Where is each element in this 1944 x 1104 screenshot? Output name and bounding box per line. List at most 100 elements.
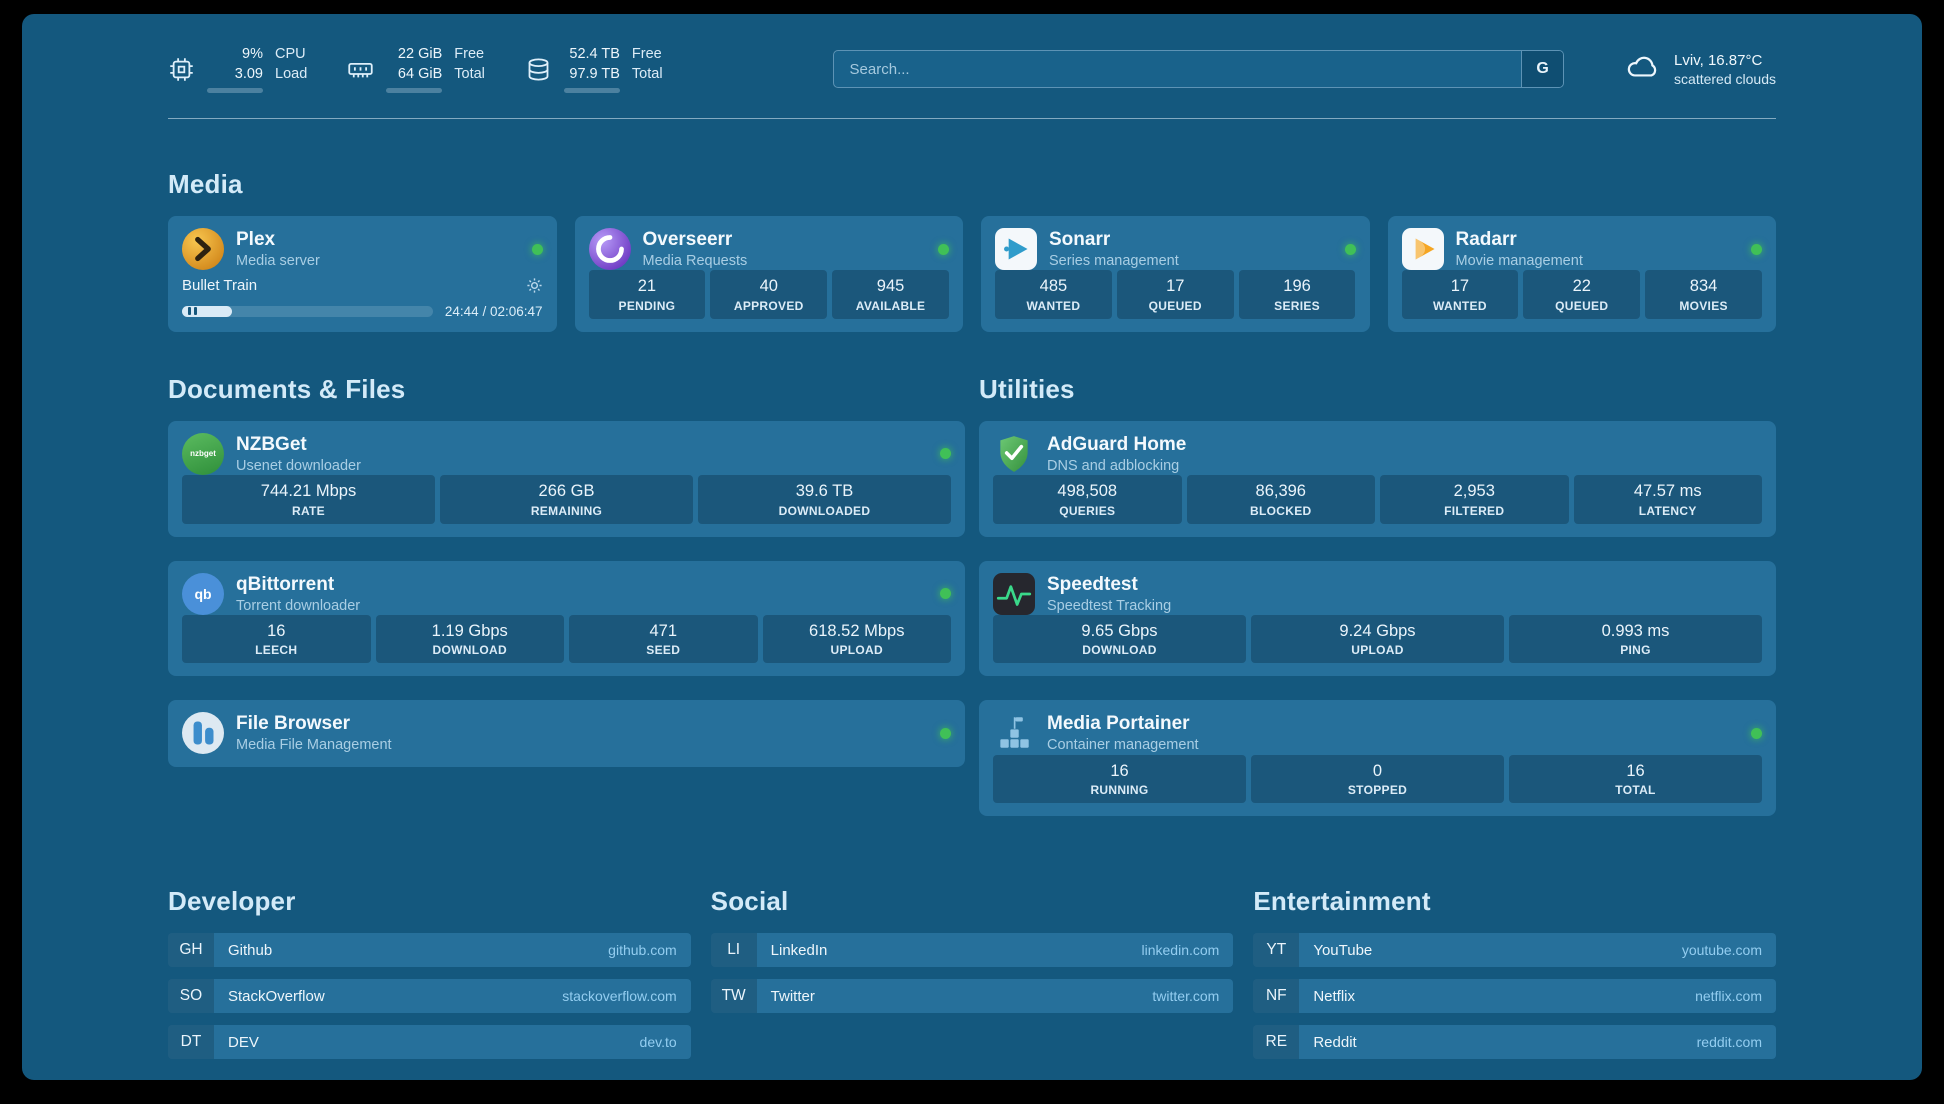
stat-tile: 0.993 ms PING: [1509, 614, 1762, 664]
portainer-icon: [993, 712, 1035, 754]
ram-widget: 22 GiB Free 64 GiB Total: [347, 45, 485, 93]
cpu-icon: [168, 56, 195, 83]
disk-icon: [525, 56, 552, 83]
service-card-filebrowser[interactable]: File Browser Media File Management: [168, 700, 965, 768]
bookmark-dev[interactable]: DT DEV dev.to: [168, 1025, 691, 1060]
service-card-adguard[interactable]: AdGuard Home DNS and adblocking 498,508 Q…: [979, 420, 1776, 537]
service-card-nzbget[interactable]: nzbget NZBGet Usenet downloader 744.21 M…: [168, 420, 965, 537]
app-subtitle: Media File Management: [236, 737, 392, 754]
stat-tile: 945 AVAILABLE: [832, 270, 949, 319]
system-widgets: 9% CPU 3.09 Load 22 GiB Free 64 GiB: [168, 45, 663, 93]
bookmark-youtube[interactable]: YT YouTube youtube.com: [1253, 933, 1776, 968]
app-subtitle: Movie management: [1455, 252, 1583, 269]
bookmark-linkedin[interactable]: LI LinkedIn linkedin.com: [710, 933, 1234, 968]
ram-free-label: Free: [454, 46, 485, 63]
bookmark-abbr: LI: [710, 933, 757, 968]
service-card-sonarr[interactable]: Sonarr Series management 485 WANTED 17 QUE…: [981, 216, 1370, 332]
service-card-overseerr[interactable]: Overseerr Media Requests 21 PENDING 40 APP…: [574, 216, 963, 332]
search-input[interactable]: [833, 51, 1522, 87]
disk-total-value: 97.9 TB: [569, 65, 620, 82]
weather-condition: scattered clouds: [1674, 70, 1776, 87]
app-subtitle: Media server: [236, 252, 320, 269]
bookmark-url: reddit.com: [1696, 1034, 1762, 1051]
bookmark-url: github.com: [608, 942, 677, 959]
cpu-label: CPU: [275, 46, 306, 63]
overseerr-icon: [588, 228, 631, 270]
bookmark-github[interactable]: GH Github github.com: [168, 933, 691, 968]
stat-tile: 1.19 Gbps DOWNLOAD: [375, 614, 564, 664]
app-subtitle: DNS and adblocking: [1047, 457, 1180, 474]
cpu-widget: 9% CPU 3.09 Load: [168, 45, 308, 93]
bookmark-abbr: GH: [168, 933, 214, 968]
bookmark-reddit[interactable]: RE Reddit reddit.com: [1253, 1025, 1776, 1060]
bookmark-name: LinkedIn: [770, 941, 828, 959]
app-name: Radarr: [1455, 229, 1517, 251]
bookmark-name: YouTube: [1313, 941, 1373, 959]
weather-location: Lviv, 16.87°C: [1674, 51, 1763, 69]
cpu-load-label: Load: [275, 65, 308, 82]
bookmark-twitter[interactable]: TW Twitter twitter.com: [710, 979, 1234, 1014]
bookmark-url: dev.to: [639, 1034, 677, 1051]
seek-bar[interactable]: [182, 305, 433, 317]
app-subtitle: Media Requests: [642, 252, 748, 269]
plex-icon: [182, 228, 224, 270]
sonarr-icon: [995, 228, 1037, 270]
app-name: qBittorrent: [236, 573, 335, 595]
status-dot: [940, 448, 951, 460]
disk-free-value: 52.4 TB: [569, 46, 620, 63]
app-subtitle: Torrent downloader: [236, 597, 361, 614]
filebrowser-icon: [182, 712, 224, 755]
bookmark-url: twitter.com: [1152, 988, 1220, 1005]
gear-icon[interactable]: [526, 277, 543, 294]
pause-button[interactable]: [188, 307, 197, 316]
ram-icon: [347, 56, 374, 83]
app-name: Plex: [236, 229, 276, 251]
search-engine-button[interactable]: G: [1521, 51, 1564, 87]
app-name: Overseerr: [642, 229, 733, 251]
bookmark-stackoverflow[interactable]: SO StackOverflow stackoverflow.com: [168, 979, 691, 1014]
stat-tile: 40 APPROVED: [710, 270, 828, 319]
stat-tile: 16 TOTAL: [1509, 754, 1762, 804]
speedtest-icon: [993, 572, 1035, 615]
service-card-portainer[interactable]: Media Portainer Container management 16 R…: [979, 700, 1776, 817]
app-name: Media Portainer: [1047, 713, 1190, 735]
stat-tile: 22 QUEUED: [1523, 270, 1641, 319]
stat-tile: 47.57 ms LATENCY: [1573, 474, 1762, 524]
section-documents: Documents & Files nzbget NZBGet Usenet d…: [168, 374, 965, 841]
status-dot: [940, 588, 951, 600]
stat-tile: 498,508 QUERIES: [993, 474, 1182, 524]
bookmark-name: Netflix: [1313, 987, 1356, 1005]
service-card-radarr[interactable]: Radarr Movie management 17 WANTED 22 QUEUE…: [1387, 216, 1776, 332]
topbar-divider: [168, 118, 1776, 119]
app-subtitle: Speedtest Tracking: [1047, 597, 1172, 614]
ram-progress-bar: [386, 87, 443, 93]
service-card-speedtest[interactable]: Speedtest Speedtest Tracking 9.65 Gbps DO…: [979, 560, 1776, 677]
stat-tile: 9.24 Gbps UPLOAD: [1251, 614, 1504, 664]
stat-tile: 16 RUNNING: [993, 754, 1246, 804]
bookmark-name: DEV: [228, 1033, 259, 1051]
stat-tile: 16 LEECH: [182, 614, 371, 664]
now-playing-title: Bullet Train: [182, 276, 258, 294]
section-title-utilities: Utilities: [979, 373, 1075, 404]
section-utilities: Utilities AdGuard Home DNS and adblockin…: [979, 374, 1776, 841]
ram-total-label: Total: [454, 65, 485, 82]
bookmark-abbr: RE: [1253, 1025, 1300, 1060]
service-card-plex[interactable]: Plex Media server Bullet Train: [168, 216, 557, 332]
stat-tile: 196 SERIES: [1238, 270, 1356, 319]
bookmark-url: linkedin.com: [1141, 942, 1220, 959]
bookmark-netflix[interactable]: NF Netflix netflix.com: [1253, 979, 1776, 1014]
bookmark-group-entertainment: Entertainment YT YouTube youtube.com NF …: [1253, 886, 1776, 1060]
stat-tile: 485 WANTED: [995, 270, 1112, 319]
service-card-qbittorrent[interactable]: qb qBittorrent Torrent downloader 16 LEEC…: [168, 560, 965, 677]
ram-total-value: 64 GiB: [397, 65, 443, 82]
radarr-icon: [1401, 228, 1444, 270]
app-subtitle: Usenet downloader: [236, 457, 361, 474]
app-name: Sonarr: [1049, 229, 1111, 251]
ram-free-value: 22 GiB: [397, 46, 443, 63]
bookmark-group-social: Social LI LinkedIn linkedin.com TW Twitt…: [710, 886, 1234, 1059]
nzbget-icon: nzbget: [182, 432, 224, 475]
app-name: Speedtest: [1047, 573, 1138, 595]
section-title-documents: Documents & Files: [168, 373, 406, 404]
app-subtitle: Series management: [1049, 252, 1179, 269]
disk-progress-bar: [563, 87, 620, 93]
